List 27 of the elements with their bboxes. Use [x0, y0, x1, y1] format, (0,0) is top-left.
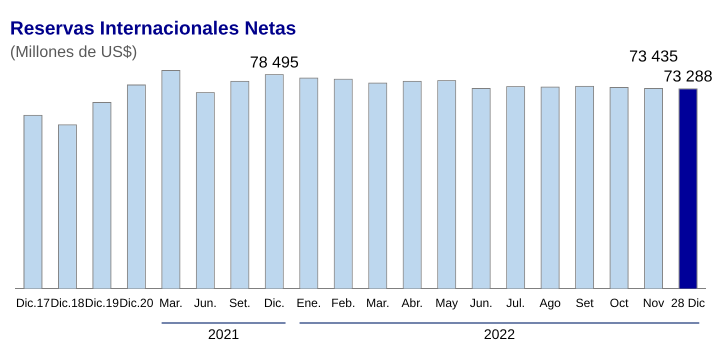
x-tick-label: Ago: [539, 296, 562, 310]
x-tick-label: Jun.: [470, 296, 493, 310]
x-tick-label: Jul.: [506, 296, 525, 310]
x-tick-label: Mar.: [366, 296, 390, 310]
x-tick-label: Dic.18: [50, 296, 85, 310]
data-label: 78 495: [250, 54, 299, 72]
x-tick-label: Dic.19: [84, 296, 120, 310]
x-tick-label: Jun.: [194, 296, 217, 310]
data-label: 73 288: [664, 68, 713, 86]
chart-title: Reservas Internacionales Netas: [10, 18, 296, 40]
x-tick-label: Set: [576, 296, 594, 310]
x-tick-label: Mar.: [159, 296, 183, 310]
x-tick-label: Dic.17: [16, 296, 50, 310]
x-tick-label: 28 Dic: [671, 296, 706, 310]
chart-subtitle: (Millones de US$): [10, 44, 138, 61]
x-tick-label: Dic.: [264, 296, 285, 310]
x-tick-label: Nov: [642, 296, 664, 310]
x-tick-label: Set.: [229, 296, 251, 310]
x-tick-label: Dic.20: [119, 296, 154, 310]
x-tick-label: Abr.: [402, 296, 423, 310]
text: 2021: [208, 326, 240, 342]
x-tick-label: Feb.: [331, 296, 356, 310]
text: 2022: [484, 326, 516, 342]
x-tick-label: Oct: [610, 296, 630, 310]
data-label: 73 435: [629, 48, 678, 66]
x-tick-label: May: [435, 296, 458, 310]
x-tick-label: Ene.: [296, 296, 322, 310]
